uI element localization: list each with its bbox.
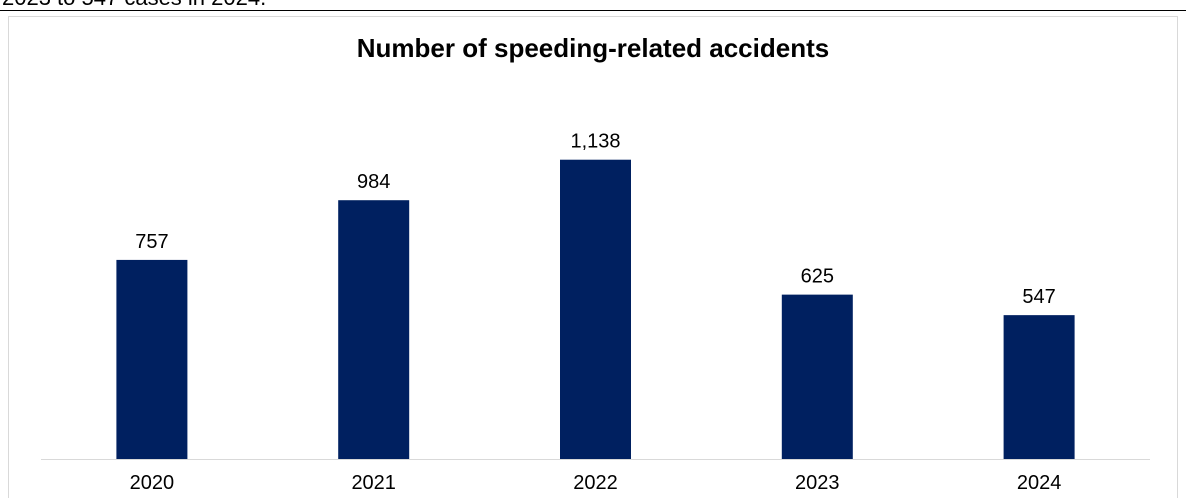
x-tick-label-2022: 2022 bbox=[573, 472, 618, 494]
x-tick-label-2021: 2021 bbox=[351, 472, 396, 494]
bar-2024 bbox=[1003, 315, 1075, 459]
data-label-2022: 1,138 bbox=[570, 131, 620, 153]
chart-title: Number of speeding-related accidents bbox=[356, 33, 830, 63]
top-rule bbox=[0, 10, 1186, 11]
bar-2022 bbox=[560, 159, 631, 459]
bar-2023 bbox=[781, 294, 853, 459]
x-tick-label-2023: 2023 bbox=[795, 472, 840, 494]
x-tick-label-2024: 2024 bbox=[1017, 472, 1062, 494]
bar-2020 bbox=[116, 259, 188, 459]
data-label-2020: 757 bbox=[135, 231, 168, 253]
data-label-2024: 547 bbox=[1022, 286, 1055, 308]
data-label-2021: 984 bbox=[357, 171, 390, 193]
x-tick-label-2020: 2020 bbox=[130, 472, 175, 494]
data-label-2023: 625 bbox=[801, 266, 834, 288]
bar-2021 bbox=[338, 200, 410, 459]
cut-off-text-line: 2023 to 547 cases in 2024. bbox=[2, 0, 266, 10]
